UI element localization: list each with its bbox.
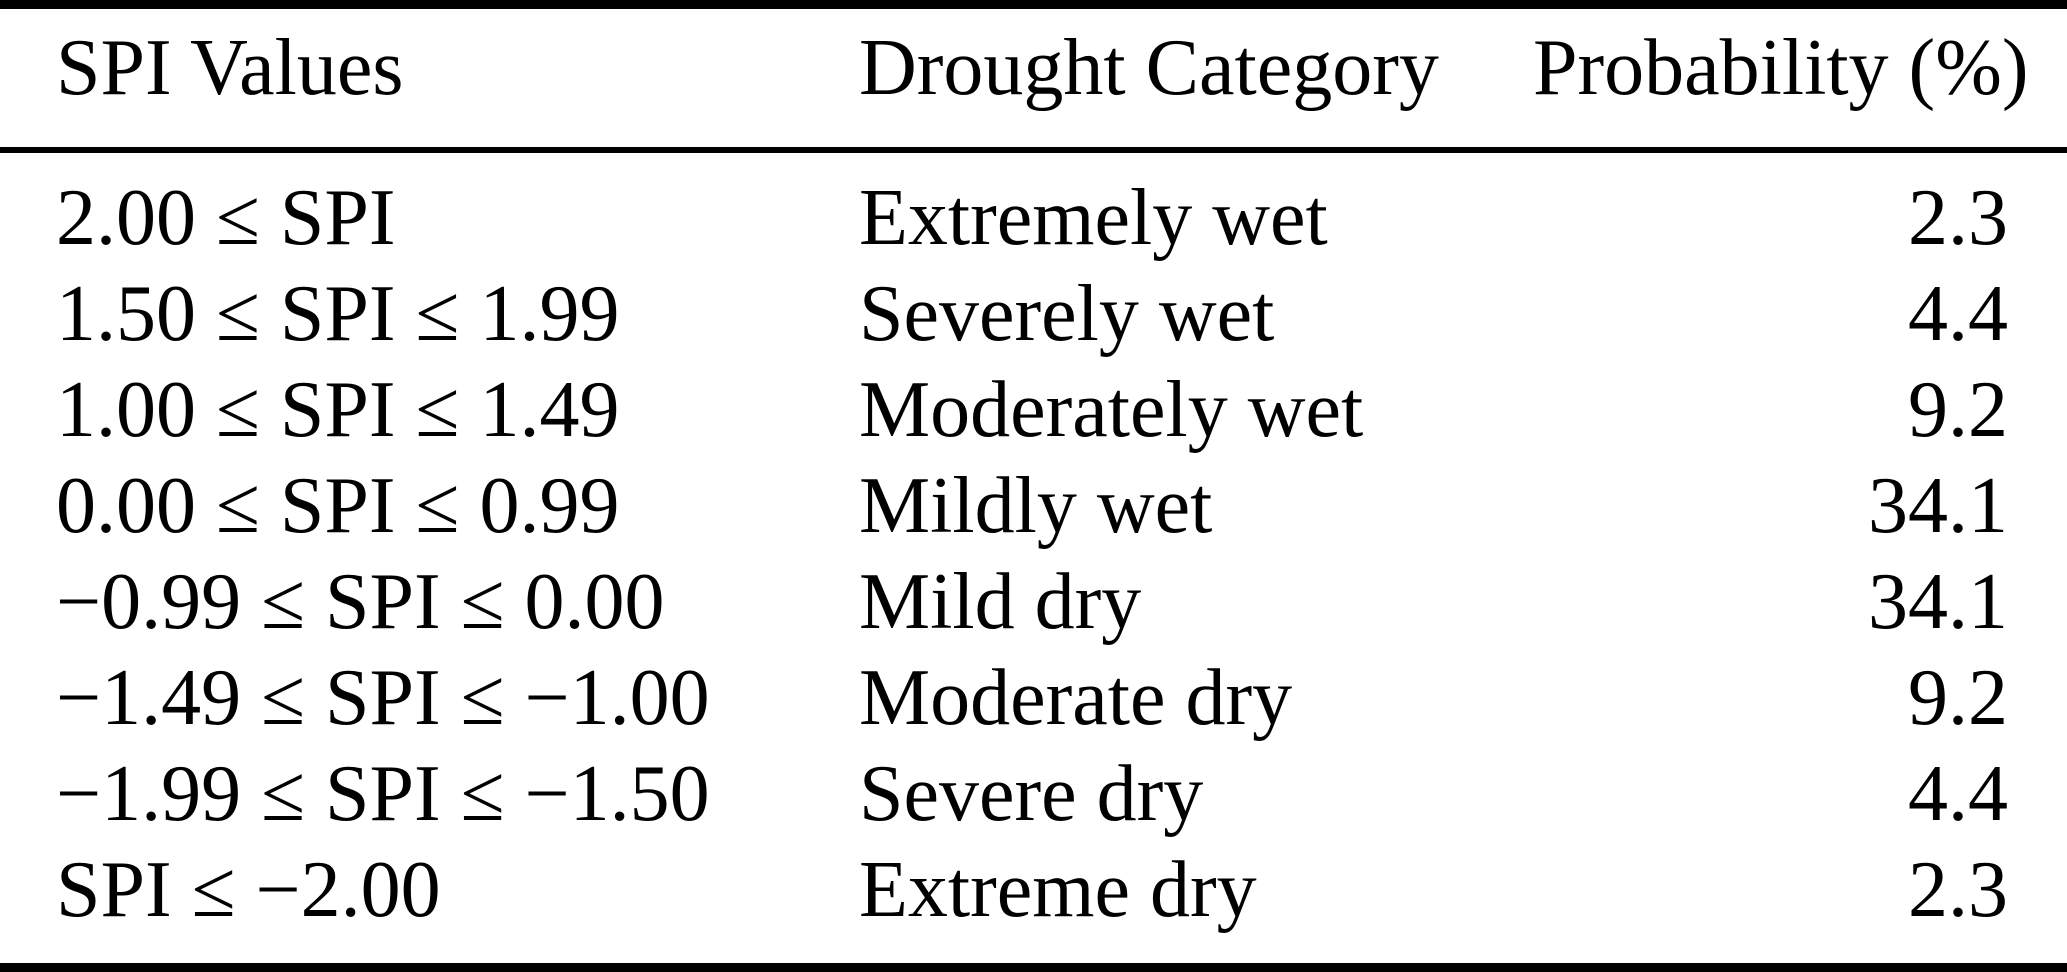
column-header-spi-values: SPI Values xyxy=(56,24,404,112)
cell-spi-range: −0.99 ≤ SPI ≤ 0.00 xyxy=(56,558,665,646)
table-row: −1.49 ≤ SPI ≤ −1.00 Moderate dry 9.2 xyxy=(0,650,2067,746)
table-row: 2.00 ≤ SPI Extremely wet 2.3 xyxy=(0,170,2067,266)
cell-probability: 4.4 xyxy=(1908,270,2008,358)
cell-spi-range: 1.50 ≤ SPI ≤ 1.99 xyxy=(56,270,620,358)
cell-probability: 4.4 xyxy=(1908,750,2008,838)
column-header-probability: Probability (%) xyxy=(1533,24,2029,112)
cell-spi-range: −1.99 ≤ SPI ≤ −1.50 xyxy=(56,750,710,838)
column-header-drought-category: Drought Category xyxy=(859,24,1439,112)
cell-spi-range: SPI ≤ −2.00 xyxy=(56,846,441,934)
table-row: −0.99 ≤ SPI ≤ 0.00 Mild dry 34.1 xyxy=(0,554,2067,650)
cell-spi-range: 1.00 ≤ SPI ≤ 1.49 xyxy=(56,366,620,454)
table-bottom-rule xyxy=(0,963,2067,972)
cell-drought-category: Extreme dry xyxy=(859,846,1257,934)
cell-spi-range: −1.49 ≤ SPI ≤ −1.00 xyxy=(56,654,710,742)
table-header-row: SPI Values Drought Category Probability … xyxy=(0,20,2067,116)
cell-probability: 2.3 xyxy=(1908,846,2008,934)
cell-spi-range: 0.00 ≤ SPI ≤ 0.99 xyxy=(56,462,620,550)
cell-drought-category: Moderate dry xyxy=(859,654,1293,742)
cell-probability: 34.1 xyxy=(1868,462,2008,550)
cell-drought-category: Severe dry xyxy=(859,750,1204,838)
table-mid-rule xyxy=(0,147,2067,153)
cell-drought-category: Mildly wet xyxy=(859,462,1213,550)
cell-probability: 9.2 xyxy=(1908,654,2008,742)
cell-drought-category: Mild dry xyxy=(859,558,1142,646)
cell-drought-category: Extremely wet xyxy=(859,174,1328,262)
table-body: 2.00 ≤ SPI Extremely wet 2.3 1.50 ≤ SPI … xyxy=(0,170,2067,938)
cell-probability: 9.2 xyxy=(1908,366,2008,454)
cell-drought-category: Moderately wet xyxy=(859,366,1364,454)
table-row: 1.50 ≤ SPI ≤ 1.99 Severely wet 4.4 xyxy=(0,266,2067,362)
table-row: −1.99 ≤ SPI ≤ −1.50 Severe dry 4.4 xyxy=(0,746,2067,842)
table-row: 0.00 ≤ SPI ≤ 0.99 Mildly wet 34.1 xyxy=(0,458,2067,554)
cell-drought-category: Severely wet xyxy=(859,270,1275,358)
table-row: 1.00 ≤ SPI ≤ 1.49 Moderately wet 9.2 xyxy=(0,362,2067,458)
cell-probability: 2.3 xyxy=(1908,174,2008,262)
cell-spi-range: 2.00 ≤ SPI xyxy=(56,174,396,262)
table-row: SPI ≤ −2.00 Extreme dry 2.3 xyxy=(0,842,2067,938)
cell-probability: 34.1 xyxy=(1868,558,2008,646)
table-top-rule xyxy=(0,0,2067,9)
